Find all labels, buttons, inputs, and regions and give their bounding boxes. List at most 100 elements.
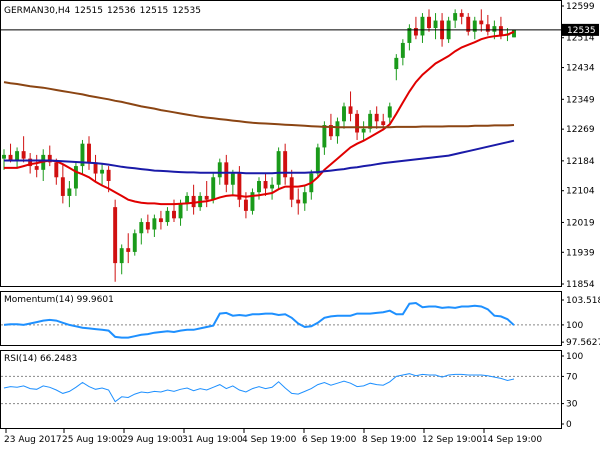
momentum-line bbox=[3, 301, 515, 339]
candle-body bbox=[126, 248, 131, 252]
candle-body bbox=[106, 169, 111, 182]
candle-body bbox=[276, 151, 281, 185]
ohlc-high: 12536 bbox=[107, 6, 136, 16]
candle-body bbox=[80, 143, 85, 167]
current-price-label: 12535 bbox=[567, 26, 596, 36]
main-y-axis: 12599 12514 12434 12349 12269 12184 12104 12019… bbox=[561, 2, 595, 290]
main-y-tick-label: 12434 bbox=[566, 64, 595, 74]
ohlc-low: 12515 bbox=[140, 6, 169, 16]
candle-body bbox=[73, 166, 78, 189]
candle-body bbox=[54, 162, 59, 178]
moving-average-line bbox=[3, 81, 515, 129]
candle-body bbox=[348, 106, 353, 114]
moving-averages bbox=[3, 30, 515, 206]
rsi-series-line bbox=[3, 373, 515, 403]
candle-body bbox=[413, 28, 418, 36]
momentum-y-axis: 103.5184 100 97.5627 bbox=[561, 296, 600, 348]
main-y-tick-label: 11854 bbox=[566, 280, 595, 290]
candle-body bbox=[60, 177, 65, 196]
candle-body bbox=[459, 13, 464, 17]
candle-body bbox=[498, 26, 503, 36]
candle-body bbox=[335, 121, 340, 137]
current-price-box bbox=[562, 23, 599, 36]
candle-body bbox=[394, 57, 399, 70]
candle-body bbox=[302, 192, 307, 204]
candle-body bbox=[322, 125, 327, 148]
candle-body bbox=[67, 188, 72, 196]
candle-body bbox=[145, 222, 150, 230]
x-tick-label: 29 Aug 19:00 bbox=[122, 435, 183, 445]
candle-body bbox=[21, 151, 26, 159]
candle-body bbox=[296, 199, 301, 204]
candle-body bbox=[420, 16, 425, 36]
candle-body bbox=[479, 20, 484, 25]
candle-body bbox=[387, 106, 392, 118]
candle-body bbox=[34, 166, 39, 170]
candle-body bbox=[204, 195, 209, 200]
candle-body bbox=[139, 222, 144, 234]
x-tick-label: 31 Aug 19:00 bbox=[182, 435, 243, 445]
momentum-y-tick-label: 103.5184 bbox=[566, 296, 600, 306]
candle-body bbox=[400, 42, 405, 58]
candle-body bbox=[466, 16, 471, 32]
x-tick-label: 23 Aug 2017 bbox=[4, 435, 62, 445]
main-y-tick-label: 12269 bbox=[566, 125, 595, 135]
x-tick-label: 4 Sep 19:00 bbox=[242, 435, 297, 445]
main-panel-frame bbox=[0, 0, 562, 287]
candle-body bbox=[368, 113, 373, 129]
main-y-tick-label: 12349 bbox=[566, 95, 595, 105]
candle-body bbox=[28, 158, 33, 167]
candle-body bbox=[472, 20, 477, 32]
candle-body bbox=[381, 121, 386, 126]
rsi-y-axis: 100 70 30 0 bbox=[561, 352, 583, 430]
candle-body bbox=[8, 154, 13, 161]
rsi-y-tick-label: 70 bbox=[566, 372, 578, 382]
main-chart-title: GERMAN30,H4 12515 12536 12515 12535 bbox=[4, 6, 201, 16]
rsi-y-tick-label: 100 bbox=[566, 352, 583, 362]
candle-body bbox=[237, 173, 242, 200]
x-tick-label: 12 Sep 19:00 bbox=[422, 435, 482, 445]
x-axis: 23 Aug 2017 25 Aug 19:00 29 Aug 19:00 31 Au… bbox=[4, 429, 542, 445]
candle-body bbox=[132, 233, 137, 252]
momentum-title: Momentum(14) 99.9601 bbox=[4, 295, 114, 305]
candle-body bbox=[178, 203, 183, 219]
candle-body bbox=[355, 113, 360, 133]
candle-body bbox=[433, 20, 438, 29]
candle-body bbox=[257, 181, 261, 193]
candle-body bbox=[100, 169, 105, 174]
candle-body bbox=[492, 26, 497, 32]
momentum-y-tick-label: 100 bbox=[566, 321, 583, 331]
candle-body bbox=[263, 181, 268, 189]
candle-body bbox=[328, 125, 333, 137]
ohlc-open: 12515 bbox=[74, 6, 103, 16]
candle-body bbox=[250, 192, 255, 211]
momentum-panel-frame bbox=[0, 291, 562, 346]
momentum-series-line bbox=[3, 301, 515, 339]
candle-body bbox=[87, 143, 91, 163]
moving-average-line bbox=[4, 30, 515, 206]
candle-body bbox=[2, 154, 6, 159]
candle-body bbox=[374, 113, 379, 122]
candle-body bbox=[217, 162, 222, 178]
candles bbox=[2, 9, 516, 282]
main-y-tick-label: 12599 bbox=[566, 2, 595, 12]
moving-average-line bbox=[4, 139, 515, 175]
rsi-y-tick-label: 0 bbox=[566, 420, 572, 430]
candle-body bbox=[485, 24, 490, 32]
main-title-text: GERMAN30,H4 bbox=[4, 6, 71, 16]
main-y-tick-label: 12184 bbox=[566, 157, 595, 167]
candle-body bbox=[113, 207, 118, 264]
candle-body bbox=[47, 154, 52, 163]
candle-body bbox=[407, 28, 412, 43]
candle-body bbox=[270, 184, 275, 189]
candle-body bbox=[191, 195, 196, 208]
candle-body bbox=[427, 16, 431, 29]
candle-body bbox=[119, 248, 124, 264]
x-tick-label: 6 Sep 19:00 bbox=[302, 435, 357, 445]
candle-body bbox=[165, 210, 170, 223]
candle-body bbox=[361, 128, 366, 133]
reference-lines bbox=[1, 324, 561, 405]
ohlc-close: 12535 bbox=[172, 6, 201, 16]
candle-body bbox=[230, 173, 235, 185]
